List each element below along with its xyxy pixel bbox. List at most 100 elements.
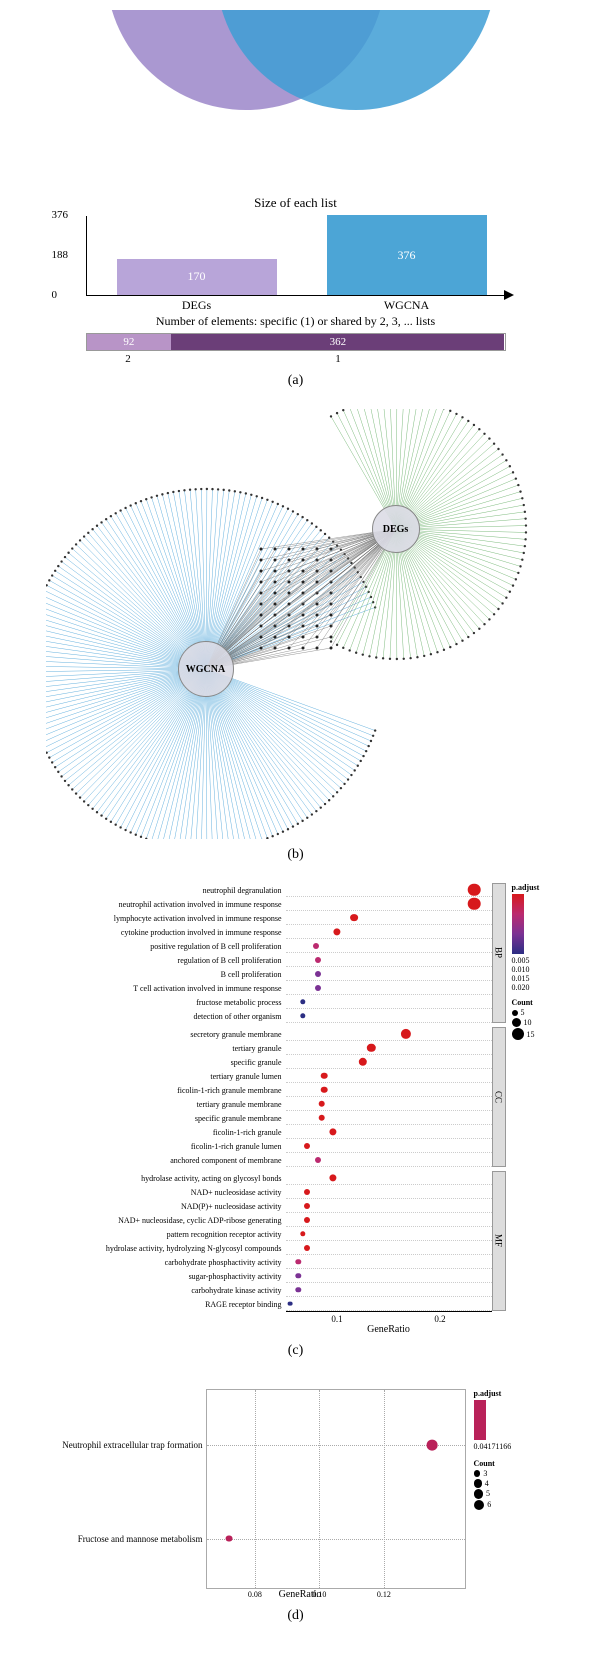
dot (296, 1273, 301, 1278)
dot (296, 1287, 301, 1292)
dot (304, 1217, 310, 1223)
dot (300, 999, 305, 1004)
dotplot-row: NAD(P)+ nucleosidase activity (26, 1199, 492, 1213)
term-label: pattern recognition receptor activity (26, 1230, 286, 1239)
x-tick: 0.08 (248, 1588, 262, 1599)
dotplot-row: ficolin-1-rich granule (26, 1125, 492, 1139)
dotplot-row: neutrophil degranulation (26, 883, 492, 897)
y-tick: 188 (52, 249, 69, 261)
go-dotplot: neutrophil degranulationneutrophil activ… (26, 883, 566, 1335)
dotplot-row: cytokine production involved in immune r… (26, 925, 492, 939)
shared-bar-title: Number of elements: specific (1) or shar… (20, 314, 571, 329)
dotplot-row: ficolin-1-rich granule lumen (26, 1139, 492, 1153)
shared-segment: 92 (87, 334, 172, 350)
dot (313, 943, 319, 949)
term-label: tertiary granule lumen (26, 1072, 286, 1081)
term-label: regulation of B cell proliferation (26, 956, 286, 965)
dot (321, 1086, 328, 1093)
dot (318, 1100, 325, 1107)
dotplot-row: hydrolase activity, hydrolyzing N-glycos… (26, 1241, 492, 1255)
dot (367, 1043, 375, 1051)
network-edges (46, 409, 546, 839)
term-label: Neutrophil extracellular trap formation (62, 1440, 206, 1450)
panel-label-d: (d) (20, 1608, 571, 1624)
dotplot-row: lymphocyte activation involved in immune… (26, 911, 492, 925)
dot (329, 1128, 336, 1135)
network-hub-degs: DEGs (372, 505, 420, 553)
dotplot-row: carbohydrate phosphactivity activity (26, 1255, 492, 1269)
bar-chart-title: Size of each list (20, 195, 571, 211)
shared-bar-labels: 21 (86, 353, 506, 365)
dotplot-row: tertiary granule (26, 1041, 492, 1055)
dot (318, 1114, 325, 1121)
count-legend-item: 5 (512, 1008, 566, 1017)
term-label: specific granule membrane (26, 1114, 286, 1123)
term-label: ficolin-1-rich granule membrane (26, 1086, 286, 1095)
term-label: detection of other organism (26, 1012, 286, 1021)
dotplot-row: tertiary granule membrane (26, 1097, 492, 1111)
dotplot-row: ficolin-1-rich granule membrane (26, 1083, 492, 1097)
dot (304, 1245, 310, 1251)
dot (304, 1203, 310, 1209)
section-strip: BP (492, 883, 506, 1023)
dot (315, 957, 321, 963)
term-label: NAD(P)+ nucleosidase activity (26, 1202, 286, 1211)
shared-segment-label: 1 (171, 353, 506, 365)
panel-b: WGCNADEGs (b) (0, 399, 591, 873)
dotplot-row: regulation of B cell proliferation (26, 953, 492, 967)
dotplot-row: neutrophil activation involved in immune… (26, 897, 492, 911)
panel-label-c: (c) (20, 1343, 571, 1359)
kegg-dotplot: 0.080.100.12Neutrophil extracellular tra… (56, 1389, 536, 1589)
count-legend-item: 6 (474, 1500, 536, 1511)
count-legend-item: 5 (474, 1489, 536, 1499)
term-label: RAGE receptor binding (26, 1300, 286, 1309)
term-label: secretory granule membrane (26, 1030, 286, 1039)
dot (468, 897, 481, 910)
y-tick: 0 (52, 289, 58, 301)
dotplot-row: anchored component of membrane (26, 1153, 492, 1167)
shared-segment: 362 (171, 334, 504, 350)
count-legend-item: 15 (512, 1028, 566, 1040)
panel-c: neutrophil degranulationneutrophil activ… (0, 873, 591, 1369)
dotplot-row: hydrolase activity, acting on glycosyl b… (26, 1171, 492, 1185)
dot (329, 1174, 336, 1181)
term-label: cytokine production involved in immune r… (26, 928, 286, 937)
dotplot-row: pattern recognition receptor activity (26, 1227, 492, 1241)
x-axis-title-c: GeneRatio (286, 1324, 492, 1335)
x-label: WGCNA (384, 298, 429, 313)
dot (359, 1057, 367, 1065)
dotplot-row: T cell activation involved in immune res… (26, 981, 492, 995)
dot (315, 971, 321, 977)
dotplot-row: Neutrophil extracellular trap formation (207, 1445, 465, 1446)
dotplot-row: specific granule (26, 1055, 492, 1069)
term-label: hydrolase activity, acting on glycosyl b… (26, 1174, 286, 1183)
dotplot-row: NAD+ nucleosidase, cyclic ADP-ribose gen… (26, 1213, 492, 1227)
term-label: NAD+ nucleosidase activity (26, 1188, 286, 1197)
dotplot-row: NAD+ nucleosidase activity (26, 1185, 492, 1199)
network-hub-wgcna: WGCNA (178, 641, 234, 697)
dot (287, 1301, 292, 1306)
term-label: Fructose and mannose metabolism (78, 1534, 207, 1544)
dotplot-row: B cell proliferation (26, 967, 492, 981)
dotplot-row: fructose metabolic process (26, 995, 492, 1009)
venn-diagram (96, 10, 496, 180)
x-tick: 0.10 (312, 1588, 326, 1599)
dotplot-row: secretory granule membrane (26, 1027, 492, 1041)
term-label: fructose metabolic process (26, 998, 286, 1007)
dotplot-row: positive regulation of B cell proliferat… (26, 939, 492, 953)
term-label: carbohydrate phosphactivity activity (26, 1258, 286, 1267)
panel-a: Size of each list 0188376170DEGs376WGCNA… (0, 0, 591, 399)
section-strip: MF (492, 1171, 506, 1311)
x-axis: 0.10.2 (286, 1311, 492, 1324)
size-bar-chart: 0188376170DEGs376WGCNA (86, 216, 506, 296)
dot (300, 1231, 305, 1236)
term-label: tertiary granule membrane (26, 1100, 286, 1109)
x-axis-title-d: GeneRatio (170, 1589, 430, 1600)
term-label: ficolin-1-rich granule (26, 1128, 286, 1137)
bar-degs: 170 (117, 259, 277, 295)
x-label: DEGs (182, 298, 211, 313)
term-label: NAD+ nucleosidase, cyclic ADP-ribose gen… (26, 1216, 286, 1225)
term-label: anchored component of membrane (26, 1156, 286, 1165)
count-legend-item: 4 (474, 1479, 536, 1488)
count-legend-item: 3 (474, 1469, 536, 1478)
